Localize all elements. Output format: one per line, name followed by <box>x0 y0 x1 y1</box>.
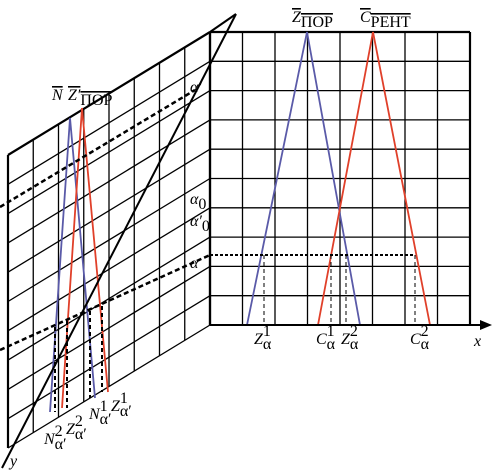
grid-line <box>7 31 211 156</box>
y-point-label-sup: 1 <box>120 390 128 407</box>
x-point-label: Z <box>341 331 351 348</box>
y-point-label-sup: 2 <box>75 413 83 430</box>
y-point-label: Z <box>66 421 76 438</box>
level-label: α <box>190 255 199 272</box>
grid-line <box>7 295 211 420</box>
z-threshold-label-sub: ПОР <box>301 14 333 31</box>
y-point-label-sub: α′ <box>75 426 87 443</box>
axis-extension <box>209 13 237 33</box>
z-prime-label-sub: ПОР <box>80 92 112 109</box>
x-point-label: Z <box>254 331 264 348</box>
y-axis-label: y <box>8 453 18 470</box>
y-point-label: N <box>88 406 101 423</box>
grid-line <box>7 177 211 303</box>
x-point-label-sup: 1 <box>263 323 271 340</box>
alpha-plane-line <box>0 253 211 352</box>
c-xray-label: C <box>360 9 371 26</box>
n-label: N <box>51 87 64 104</box>
y-point-label-sup: 2 <box>55 423 63 440</box>
x-point-label-sub: α <box>263 336 272 353</box>
grid-line <box>7 90 211 215</box>
x-axis-label: x <box>473 333 481 350</box>
z-threshold-triangle <box>246 31 361 326</box>
y-point-label: Z <box>111 398 121 415</box>
projection-lines <box>263 255 416 325</box>
x-point-label-sup: 2 <box>350 323 358 340</box>
level-label: α′ <box>190 213 202 230</box>
level-label: α′ <box>190 79 202 96</box>
level-label-sub: 0 <box>202 218 210 235</box>
x-point-label-sub: α <box>421 336 430 353</box>
x-arrow <box>480 320 492 330</box>
level-label: α <box>190 191 199 208</box>
y-point-label-sub: α′ <box>100 411 112 428</box>
x-point-label: C <box>410 331 421 348</box>
z-prime-label: Z′ <box>68 87 81 104</box>
n-triangle <box>49 117 96 413</box>
grids <box>6 30 472 449</box>
level-label-sub: 0 <box>198 196 206 213</box>
c-xray-triangle <box>317 31 431 326</box>
y-point-label-sub: α′ <box>55 436 67 453</box>
grid-line <box>7 148 211 273</box>
left-projection-lines <box>54 306 103 412</box>
x-point-label-sup: 2 <box>421 323 429 340</box>
y-axis <box>1 13 237 469</box>
grid-line <box>7 265 211 390</box>
grid-line <box>7 119 211 244</box>
y-point-label-sub: α′ <box>120 403 132 420</box>
c-xray-label-sub: РЕНТ <box>371 14 411 31</box>
y-point-label-sup: 1 <box>100 398 108 415</box>
x-point-label-sup: 1 <box>327 323 335 340</box>
z-threshold-label: Z <box>292 9 302 26</box>
x-point-label: C <box>316 331 327 348</box>
x-point-label-sub: α <box>327 336 336 353</box>
alpha-prime-plane-line <box>0 88 196 209</box>
grid-line <box>7 207 211 332</box>
z-prime-triangle <box>61 107 109 409</box>
grid-line <box>7 60 211 185</box>
grid-line <box>7 236 211 361</box>
grid-line <box>7 324 211 449</box>
x-point-label-sub: α <box>350 336 359 353</box>
y-point-label: N <box>43 431 56 448</box>
